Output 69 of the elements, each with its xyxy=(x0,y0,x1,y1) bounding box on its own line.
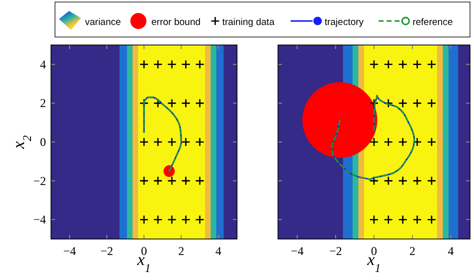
point xyxy=(181,214,190,224)
point xyxy=(398,137,408,147)
point xyxy=(369,137,379,147)
point xyxy=(426,214,436,224)
point xyxy=(167,98,177,108)
point xyxy=(181,176,190,186)
point xyxy=(181,137,190,147)
point xyxy=(412,60,422,70)
point xyxy=(195,98,204,108)
point xyxy=(384,214,394,224)
point xyxy=(139,176,149,186)
point xyxy=(167,214,177,224)
point xyxy=(412,176,422,186)
point xyxy=(384,98,394,108)
point xyxy=(426,176,436,186)
point xyxy=(369,98,379,108)
y-tick-label: 0 xyxy=(40,135,46,149)
point xyxy=(369,214,379,224)
point xyxy=(139,60,149,70)
legend-label: trajectory xyxy=(324,17,364,28)
point xyxy=(153,60,163,70)
point xyxy=(369,60,379,70)
point xyxy=(426,60,436,70)
point xyxy=(181,98,190,108)
point xyxy=(412,214,422,224)
point xyxy=(153,214,163,224)
point xyxy=(167,176,177,186)
x-tick-label: 2 xyxy=(409,244,416,258)
y-tick-label: 4 xyxy=(40,57,46,72)
legend-label: reference xyxy=(412,17,453,28)
x-tick-label: 0 xyxy=(141,244,147,258)
point xyxy=(153,176,163,186)
point xyxy=(153,98,163,108)
point xyxy=(153,137,163,147)
point xyxy=(412,98,422,108)
point xyxy=(369,176,379,186)
x-tick-label: −4 xyxy=(290,244,304,258)
legend-label: training data xyxy=(222,17,276,28)
point xyxy=(426,98,436,108)
y-tick-label: 2 xyxy=(40,96,46,110)
legend-label: variance xyxy=(85,17,121,28)
point xyxy=(426,137,436,147)
point xyxy=(181,60,190,70)
x-tick-label: 2 xyxy=(178,244,184,258)
legend-label: error bound xyxy=(151,17,201,28)
point xyxy=(139,137,149,147)
y-tick-label: −2 xyxy=(33,174,46,188)
point xyxy=(384,137,394,147)
point xyxy=(398,214,408,224)
point xyxy=(139,214,149,224)
point xyxy=(167,60,177,70)
x-tick-label: 4 xyxy=(215,244,222,258)
x-tick-label: 0 xyxy=(371,244,377,258)
point xyxy=(195,176,204,186)
point xyxy=(398,60,408,70)
y-tick-label: −4 xyxy=(33,212,46,227)
point xyxy=(384,60,394,70)
point xyxy=(195,214,204,224)
x-tick-label: 4 xyxy=(448,244,454,258)
point xyxy=(195,60,204,70)
point xyxy=(398,98,408,108)
point xyxy=(167,137,177,147)
point xyxy=(398,176,408,186)
point xyxy=(412,137,422,147)
point xyxy=(195,137,204,147)
point xyxy=(384,176,394,186)
x-tick-label: −2 xyxy=(100,244,114,258)
x-tick-label: −4 xyxy=(63,244,76,258)
x-tick-label: −2 xyxy=(329,244,342,258)
